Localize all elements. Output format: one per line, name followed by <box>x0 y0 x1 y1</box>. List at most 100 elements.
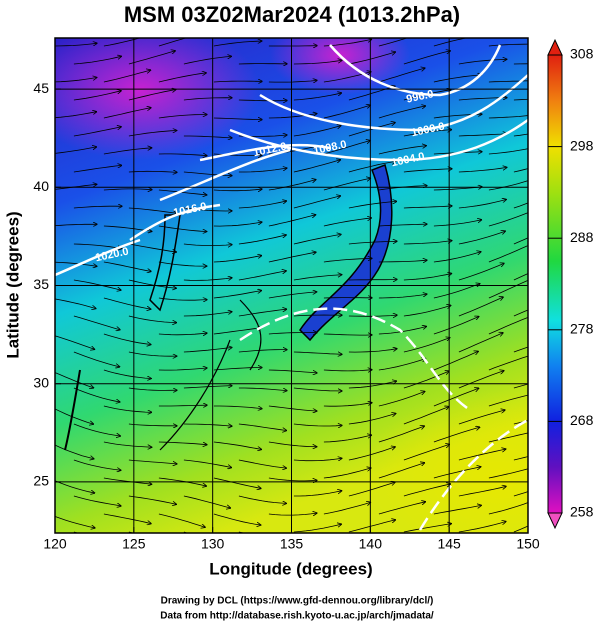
streamline <box>458 522 506 533</box>
streamline <box>513 525 528 533</box>
streamline <box>348 279 397 280</box>
streamline <box>458 59 507 65</box>
streamline <box>513 98 528 101</box>
streamline <box>103 441 152 447</box>
streamline <box>293 93 341 101</box>
streamline <box>323 468 371 479</box>
streamline <box>513 202 528 209</box>
streamline <box>323 141 370 155</box>
streamline <box>238 459 286 468</box>
streamline <box>158 368 207 370</box>
streamline <box>488 355 528 371</box>
streamline <box>55 480 95 493</box>
streamline <box>213 405 262 409</box>
streamline <box>103 38 151 47</box>
streamline <box>458 167 507 173</box>
streamline <box>268 333 317 334</box>
streamline <box>158 73 206 83</box>
x-tick-label: 145 <box>437 536 461 552</box>
streamline <box>55 335 95 349</box>
streamline <box>513 237 528 245</box>
isobars <box>55 44 528 531</box>
streamline <box>513 133 528 137</box>
streamlines <box>55 38 528 533</box>
streamline <box>103 513 151 524</box>
streamline <box>268 215 316 227</box>
streamline <box>433 467 481 479</box>
streamline <box>433 252 481 263</box>
warm-region <box>360 390 528 533</box>
streamline <box>55 78 97 83</box>
streamline <box>348 482 395 497</box>
streamline <box>378 146 426 155</box>
streamline <box>268 252 316 263</box>
x-tick-label: 125 <box>122 536 146 552</box>
streamline <box>55 408 93 424</box>
streamline <box>433 351 478 371</box>
streamline <box>73 315 120 330</box>
x-tick-label: 130 <box>201 536 225 552</box>
streamline <box>128 131 177 137</box>
axes: 120 125 130 135 140 145 150 25 30 35 40 45 258 268 278… <box>33 46 593 552</box>
streamline <box>128 171 177 172</box>
streamline <box>158 38 187 47</box>
streamline <box>238 168 287 173</box>
streamline <box>348 123 395 137</box>
streamline <box>348 447 395 461</box>
streamline <box>488 245 528 263</box>
credit: Drawing by DCL (https://www.gfd-dennou.o… <box>161 596 434 607</box>
streamline <box>488 502 528 515</box>
streamline <box>293 275 342 281</box>
streamline <box>183 244 232 246</box>
streamline <box>73 127 121 137</box>
streamline <box>268 292 317 299</box>
isobar <box>239 307 471 412</box>
streamline <box>158 225 207 232</box>
streamline <box>348 201 397 209</box>
streamline <box>433 38 481 47</box>
streamline <box>323 403 372 407</box>
streamline <box>433 388 479 407</box>
streamline <box>513 456 528 461</box>
streamline <box>73 351 120 367</box>
streamline <box>213 477 261 488</box>
streamline <box>323 370 372 371</box>
streamline <box>293 524 341 533</box>
streamline <box>323 435 371 443</box>
streamline <box>73 279 121 290</box>
streamline <box>158 115 207 119</box>
y-tick-label: 45 <box>33 80 49 96</box>
streamline <box>183 459 231 468</box>
streamline <box>458 486 506 497</box>
streamline <box>348 381 396 389</box>
streamline <box>293 234 341 245</box>
streamline <box>128 424 177 426</box>
isobar <box>229 118 528 162</box>
streamline <box>268 405 317 411</box>
streamline <box>183 424 232 426</box>
streamline <box>488 316 528 335</box>
streamline <box>158 189 207 195</box>
streamline <box>458 200 506 209</box>
streamline <box>213 189 262 191</box>
streamline <box>403 445 449 461</box>
streamline <box>293 491 342 497</box>
streamline <box>378 502 425 515</box>
streamline <box>55 444 94 459</box>
streamline <box>213 328 262 335</box>
streamline <box>488 80 528 83</box>
colorbar-tick-label: 268 <box>570 412 594 428</box>
streamline <box>103 297 151 309</box>
isobar <box>418 418 528 531</box>
streamline <box>238 423 287 431</box>
streamline <box>403 206 452 208</box>
streamline <box>128 387 177 390</box>
streamline <box>488 212 528 227</box>
streamline <box>73 243 122 249</box>
streamline <box>458 263 504 281</box>
streamline <box>433 505 481 515</box>
isobar <box>259 74 528 132</box>
streamline <box>183 386 232 389</box>
coastline <box>149 214 181 312</box>
